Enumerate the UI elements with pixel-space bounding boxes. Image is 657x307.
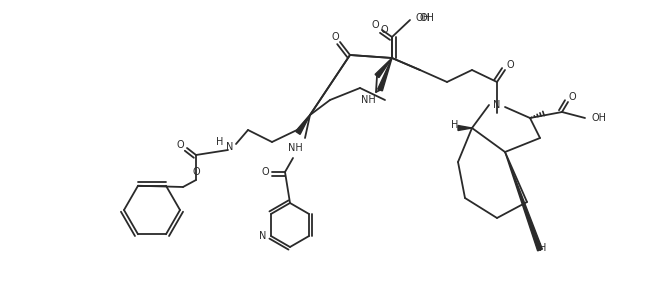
Text: O: O	[568, 92, 576, 102]
Polygon shape	[378, 58, 392, 91]
Text: O: O	[380, 25, 388, 35]
Polygon shape	[296, 115, 310, 134]
Text: OH: OH	[420, 13, 435, 23]
Polygon shape	[505, 152, 543, 251]
Polygon shape	[375, 58, 392, 78]
Text: O: O	[506, 60, 514, 70]
Text: N: N	[226, 142, 234, 152]
Text: N: N	[493, 100, 501, 110]
Text: O: O	[331, 32, 339, 42]
Polygon shape	[458, 126, 472, 130]
Text: O: O	[193, 167, 200, 177]
Text: NH: NH	[361, 95, 375, 105]
Text: H: H	[216, 137, 223, 147]
Text: H: H	[451, 120, 459, 130]
Text: OH: OH	[415, 13, 430, 23]
Text: NH: NH	[288, 143, 302, 153]
Text: H: H	[539, 243, 547, 253]
Text: N: N	[259, 231, 266, 241]
Text: O: O	[176, 140, 184, 150]
Text: O: O	[371, 20, 379, 30]
Text: O: O	[261, 167, 269, 177]
Text: OH: OH	[592, 113, 607, 123]
